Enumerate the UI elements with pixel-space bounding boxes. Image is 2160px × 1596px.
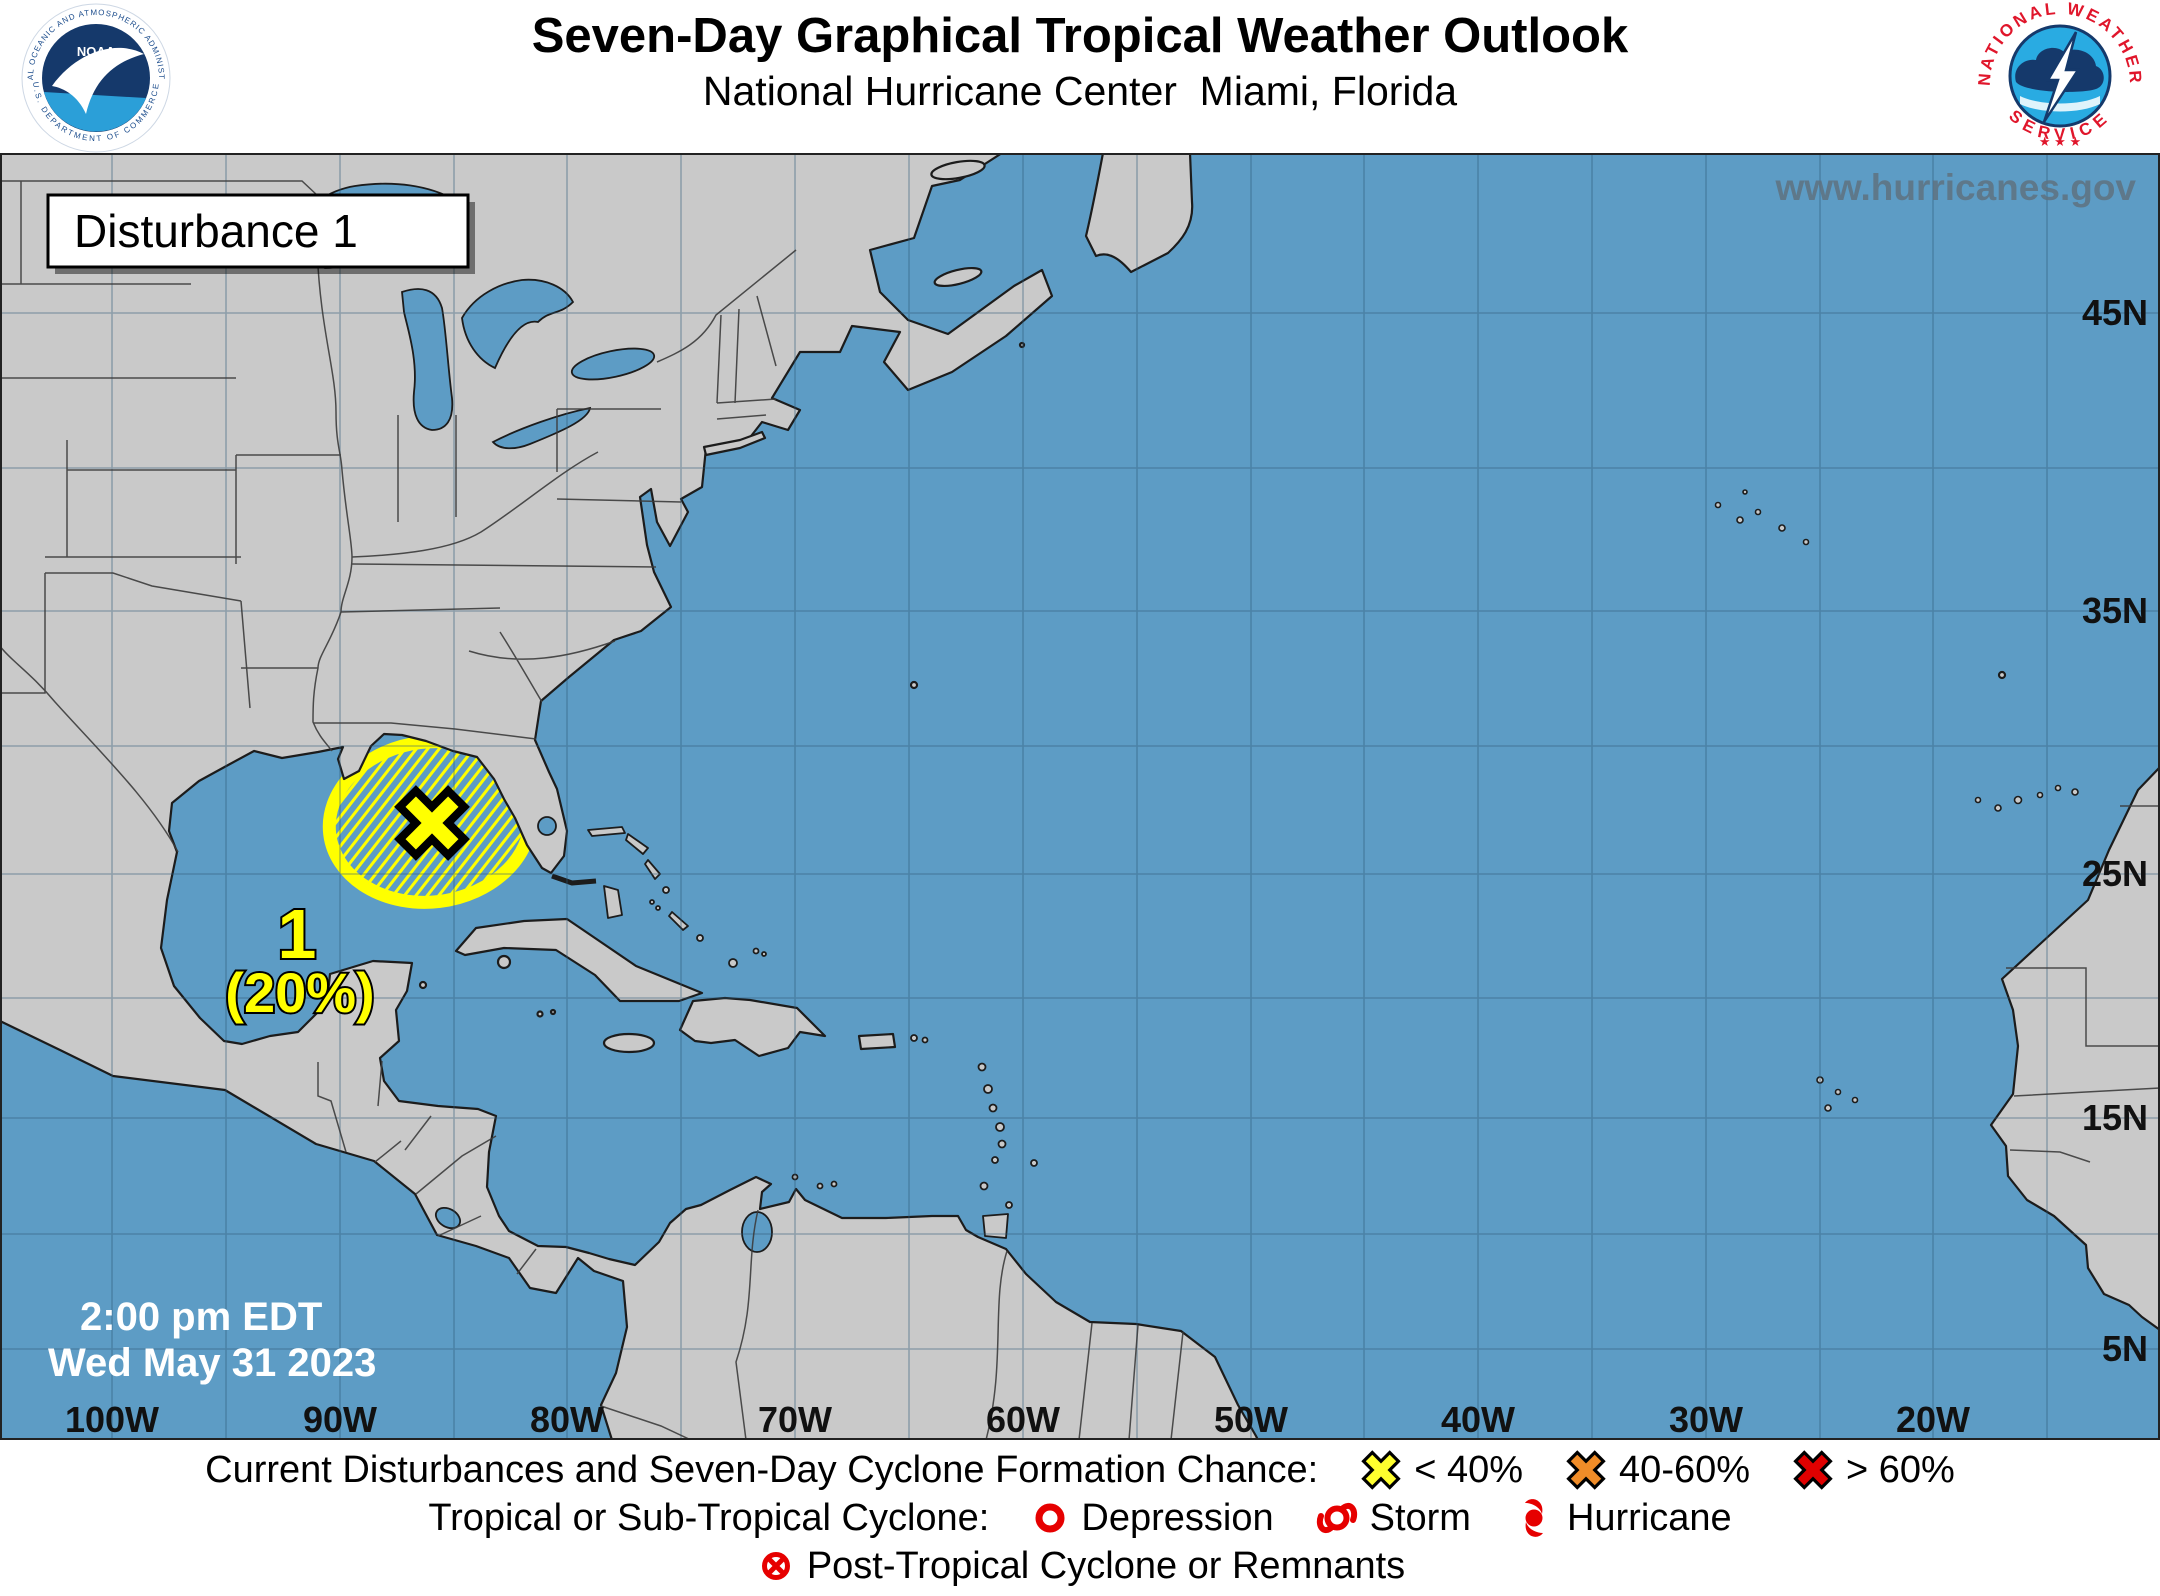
- island-sable: [1018, 341, 1026, 349]
- svg-text:NOAA: NOAA: [77, 44, 116, 59]
- island-long-island: [702, 430, 767, 457]
- islands-lesser-antilles: [791, 1034, 1038, 1239]
- storm-label: Storm: [1369, 1496, 1471, 1539]
- x-low-label: < 40%: [1414, 1448, 1524, 1491]
- island-isla-juventud: [496, 954, 512, 970]
- hurricane-icon: [1524, 1499, 1543, 1537]
- hurricane-label: Hurricane: [1566, 1496, 1732, 1539]
- islands-canary: [1974, 784, 2079, 812]
- nws-logo-icon: NATIONAL WEATHER SERVICE ★ ★ ★: [1975, 0, 2143, 149]
- island-bermuda: [909, 680, 919, 690]
- legend-row-cyclone: Tropical or Sub-Tropical Cyclone: Depres…: [428, 1494, 1731, 1542]
- legend-item-mid: 40-60%: [1563, 1447, 1750, 1493]
- x-high-icon: [1793, 1450, 1833, 1490]
- longitude-labels: 100W 90W 80W 70W 60W 50W 40W 30W 20W: [65, 1399, 1970, 1440]
- islands-cape-verde: [1816, 1076, 1859, 1112]
- lat-label-15N: 15N: [2082, 1097, 2148, 1138]
- lon-label-80W: 80W: [530, 1399, 604, 1440]
- x-low-icon: [1361, 1450, 1401, 1490]
- islands-bahamas: [587, 826, 767, 968]
- lake-erie: [491, 406, 592, 450]
- legend-item-post-tropical: Post-Tropical Cyclone or Remnants: [755, 1545, 1405, 1588]
- disturbance-number: 1: [278, 895, 317, 973]
- x-high-label: > 60%: [1846, 1448, 1955, 1491]
- island-anticosti: [930, 159, 986, 181]
- disturbance-label-box: Disturbance 1: [46, 193, 475, 274]
- x-mid-icon: [1566, 1450, 1606, 1490]
- page-title: Seven-Day Graphical Tropical Weather Out…: [531, 9, 1629, 63]
- disturbance-label-text: Disturbance 1: [74, 205, 358, 257]
- islands-florida-keys: [551, 873, 597, 886]
- island-newfoundland: [1084, 151, 1194, 274]
- lat-label-45N: 45N: [2082, 292, 2148, 333]
- svg-text:★ ★ ★: ★ ★ ★: [2039, 134, 2081, 149]
- map-canvas: 1 (20%) www.hurricanes.gov 2:00 pm EDT W…: [0, 151, 2160, 1442]
- depression-icon: [1035, 1503, 1065, 1533]
- lake-huron: [461, 278, 575, 370]
- island-cuba: [454, 917, 704, 1003]
- post-tropical-icon: [761, 1552, 790, 1580]
- outlook-map: 1 (20%) www.hurricanes.gov 2:00 pm EDT W…: [0, 151, 2160, 1442]
- legend-item-hurricane: Hurricane: [1511, 1495, 1732, 1541]
- storm-icon: [1316, 1502, 1357, 1534]
- latitude-labels: 45N 35N 25N 15N 5N: [2082, 292, 2148, 1369]
- header: NATIONAL OCEANIC AND ATMOSPHERIC ADMINIS…: [0, 0, 2160, 153]
- legend-row-chance: Current Disturbances and Seven-Day Cyclo…: [205, 1446, 1955, 1494]
- lake-ontario: [570, 347, 656, 381]
- disturbance-x-marker: [394, 785, 470, 861]
- page-subtitle: National Hurricane Center Miami, Florida: [702, 68, 1458, 114]
- lon-label-90W: 90W: [303, 1399, 377, 1440]
- timestamp-time: 2:00 pm EDT: [80, 1295, 322, 1339]
- political-borders: [0, 180, 2160, 1441]
- legend-item-storm: Storm: [1314, 1495, 1471, 1541]
- lon-label-20W: 20W: [1896, 1399, 1970, 1440]
- island-pei: [933, 266, 983, 288]
- lon-label-50W: 50W: [1214, 1399, 1288, 1440]
- legend-row-post: Post-Tropical Cyclone or Remnants: [755, 1542, 1405, 1590]
- lake-okeechobee: [537, 816, 557, 836]
- lon-label-100W: 100W: [65, 1399, 159, 1440]
- post-tropical-label: Post-Tropical Cyclone or Remnants: [806, 1544, 1406, 1587]
- island-puerto-rico: [857, 1032, 897, 1051]
- legend: Current Disturbances and Seven-Day Cyclo…: [0, 1440, 2160, 1596]
- island-madeira: [1997, 670, 2007, 680]
- legend-item-high: > 60%: [1790, 1447, 1955, 1493]
- cyclone-legend-label: Tropical or Sub-Tropical Cyclone:: [428, 1496, 990, 1539]
- x-mid-label: 40-60%: [1619, 1448, 1751, 1491]
- graticule-grid: [0, 153, 2160, 1440]
- lat-label-35N: 35N: [2082, 590, 2148, 631]
- depression-label: Depression: [1081, 1496, 1274, 1539]
- watermark: www.hurricanes.gov: [1775, 167, 2137, 208]
- timestamp-date: Wed May 31 2023: [48, 1341, 376, 1385]
- lon-label-40W: 40W: [1441, 1399, 1515, 1440]
- lon-label-60W: 60W: [986, 1399, 1060, 1440]
- africa-land: [1989, 765, 2160, 1332]
- landmasses: [0, 151, 2160, 1442]
- lat-label-25N: 25N: [2082, 853, 2148, 894]
- legend-item-depression: Depression: [1029, 1496, 1274, 1540]
- legend-item-low: < 40%: [1358, 1447, 1523, 1493]
- lon-label-30W: 30W: [1669, 1399, 1743, 1440]
- island-jamaica: [602, 1032, 656, 1054]
- noaa-logo-icon: NATIONAL OCEANIC AND ATMOSPHERIC ADMINIS…: [21, 3, 171, 153]
- disturbance-chance: (20%): [225, 961, 374, 1024]
- lake-michigan: [401, 288, 454, 431]
- lon-label-70W: 70W: [758, 1399, 832, 1440]
- map-frame: [0, 153, 2160, 1440]
- islands-caymans: [536, 1008, 557, 1018]
- island-hispaniola: [678, 996, 827, 1058]
- lat-label-5N: 5N: [2102, 1328, 2148, 1369]
- island-cozumel: [418, 980, 428, 990]
- chance-legend-label: Current Disturbances and Seven-Day Cyclo…: [205, 1448, 1319, 1491]
- lake-nicaragua: [434, 1206, 462, 1230]
- islands-azores: [1714, 489, 1810, 546]
